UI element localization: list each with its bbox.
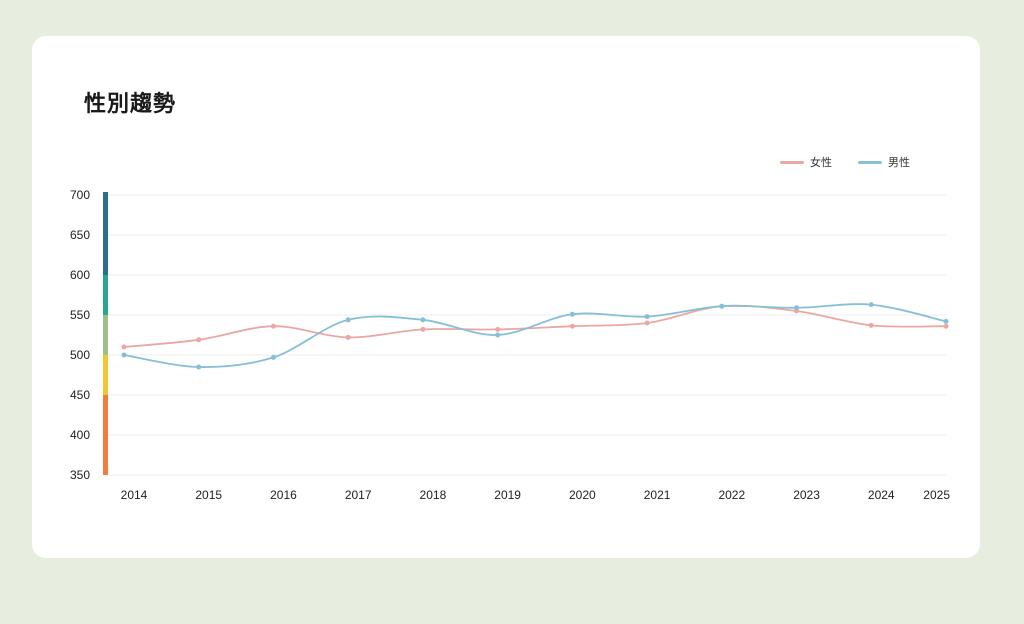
data-point[interactable] xyxy=(345,334,351,340)
legend-swatch-male xyxy=(858,160,882,164)
x-tick-label: 2022 xyxy=(718,488,745,502)
y-tick-label: 600 xyxy=(70,268,90,282)
data-point[interactable] xyxy=(270,323,276,329)
data-point[interactable] xyxy=(644,320,650,326)
data-point[interactable] xyxy=(121,352,127,358)
data-point[interactable] xyxy=(121,344,127,350)
axis-band xyxy=(103,312,108,355)
data-point[interactable] xyxy=(868,302,874,308)
data-point[interactable] xyxy=(196,364,202,370)
chart-title: 性別趨勢 xyxy=(84,92,177,117)
y-tick-label: 450 xyxy=(70,388,90,402)
chart-card: 性別趨勢 女性 男性 xyxy=(32,36,980,558)
axis-band xyxy=(103,192,108,275)
x-tick-label: 2018 xyxy=(420,488,447,502)
x-tick-label: 2020 xyxy=(569,488,596,502)
data-point[interactable] xyxy=(420,317,426,323)
legend-swatch-female xyxy=(780,160,804,164)
axis-band xyxy=(103,352,108,395)
data-point[interactable] xyxy=(495,332,501,338)
x-tick-label: 2023 xyxy=(793,488,820,502)
y-tick-label: 400 xyxy=(70,428,90,442)
x-tick-label: 2014 xyxy=(121,488,148,502)
x-tick-label: 2017 xyxy=(345,488,372,502)
legend-item-male[interactable]: 男性 xyxy=(858,154,910,170)
axis-band xyxy=(103,392,108,475)
legend: 女性 男性 xyxy=(780,154,910,170)
y-tick-label: 550 xyxy=(70,308,90,322)
y-tick-label: 350 xyxy=(70,468,90,482)
x-tick-label: 2019 xyxy=(494,488,521,502)
x-tick-label: 2016 xyxy=(270,488,297,502)
x-tick-label: 2024 xyxy=(868,488,895,502)
data-point[interactable] xyxy=(569,323,575,329)
x-tick-label: 2015 xyxy=(195,488,222,502)
y-tick-label: 700 xyxy=(70,188,90,202)
series-line-1 xyxy=(123,303,947,368)
legend-label-male: 男性 xyxy=(888,156,910,169)
data-point[interactable] xyxy=(644,314,650,320)
data-point[interactable] xyxy=(719,303,725,309)
data-point[interactable] xyxy=(420,326,426,332)
data-point[interactable] xyxy=(943,318,949,324)
data-point[interactable] xyxy=(495,326,501,332)
legend-label-female: 女性 xyxy=(810,156,832,169)
data-point[interactable] xyxy=(270,354,276,360)
x-tick-label: 2025 xyxy=(923,488,950,502)
data-point[interactable] xyxy=(868,322,874,328)
data-point[interactable] xyxy=(196,337,202,343)
legend-item-female[interactable]: 女性 xyxy=(780,154,832,170)
y-tick-label: 650 xyxy=(70,228,90,242)
series-line-0 xyxy=(123,304,947,348)
y-tick-label: 500 xyxy=(70,348,90,362)
data-point[interactable] xyxy=(794,305,800,311)
data-point[interactable] xyxy=(345,317,351,323)
axis-band xyxy=(103,272,108,315)
data-point[interactable] xyxy=(569,311,575,317)
data-point[interactable] xyxy=(943,323,949,329)
x-tick-label: 2021 xyxy=(644,488,671,502)
